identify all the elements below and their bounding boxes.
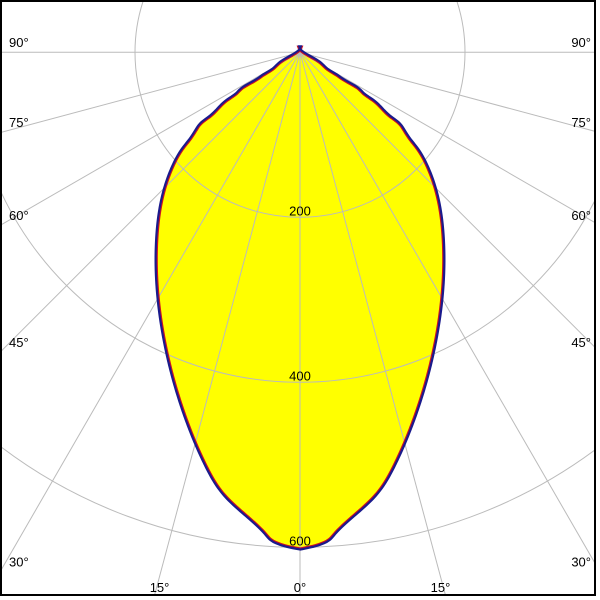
svg-text:90°: 90°: [9, 35, 29, 50]
svg-text:30°: 30°: [9, 554, 29, 569]
svg-text:45°: 45°: [9, 335, 29, 350]
svg-text:60°: 60°: [9, 208, 29, 223]
svg-text:30°: 30°: [571, 554, 591, 569]
svg-text:600: 600: [289, 533, 311, 548]
svg-text:45°: 45°: [571, 335, 591, 350]
svg-text:90°: 90°: [571, 35, 591, 50]
svg-text:75°: 75°: [9, 115, 29, 130]
svg-text:15°: 15°: [431, 580, 451, 595]
svg-text:60°: 60°: [571, 208, 591, 223]
svg-text:400: 400: [289, 368, 311, 383]
svg-text:75°: 75°: [571, 115, 591, 130]
svg-text:0°: 0°: [294, 580, 306, 595]
svg-text:15°: 15°: [150, 580, 170, 595]
svg-text:200: 200: [289, 203, 311, 218]
